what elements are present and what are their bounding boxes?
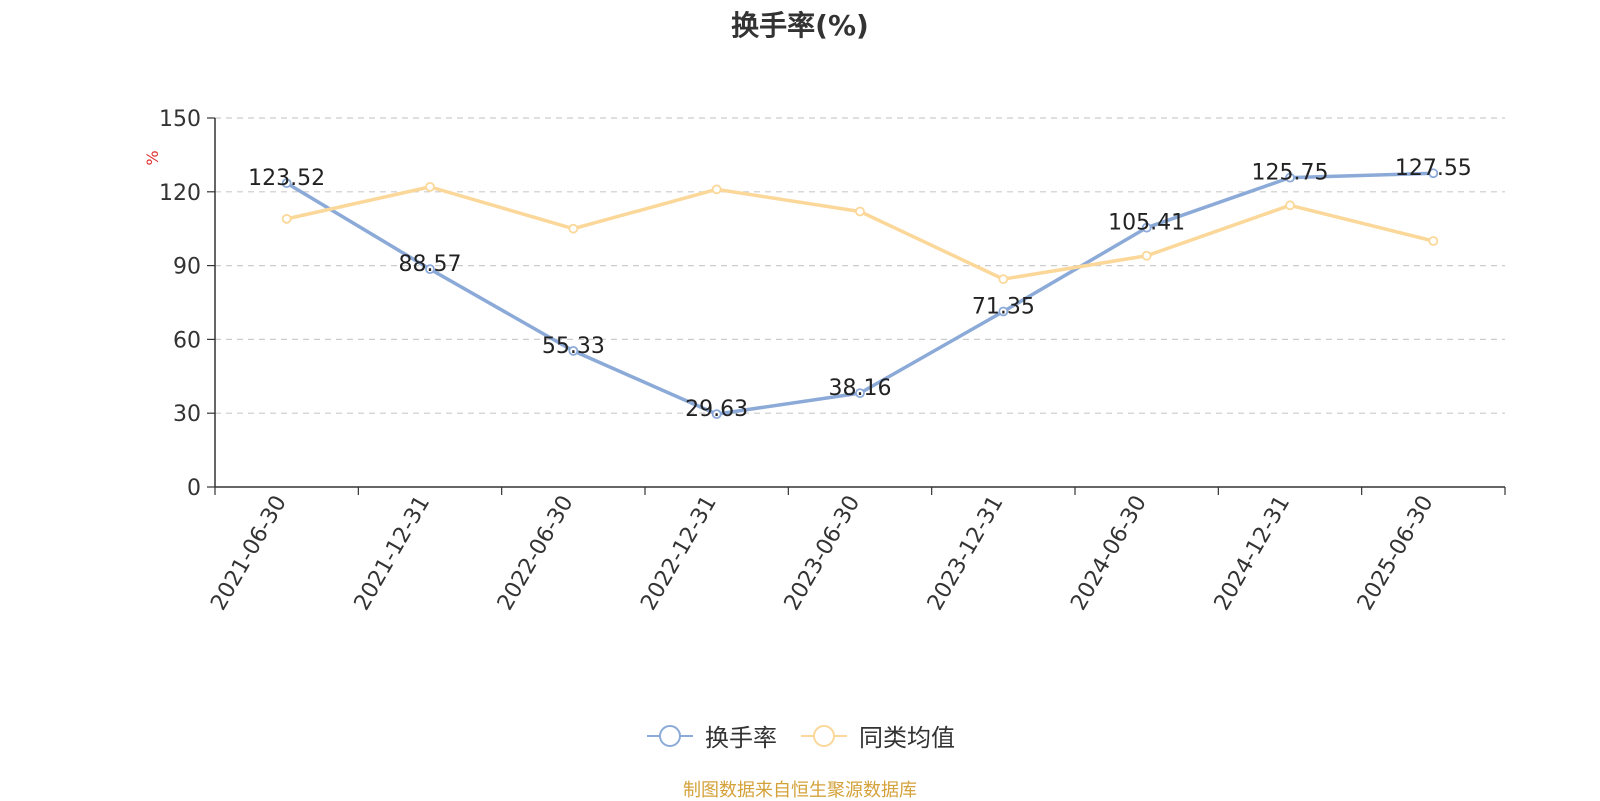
data-point xyxy=(1428,236,1439,246)
data-label: 88.57 xyxy=(399,252,462,277)
x-tick-label: 2021-12-31 xyxy=(350,492,436,615)
x-tick-label: 2023-06-30 xyxy=(780,492,866,615)
data-label: 127.55 xyxy=(1395,156,1472,181)
series-lines xyxy=(281,168,1439,420)
data-label: 105.41 xyxy=(1108,211,1185,236)
source-note: 制图数据来自恒生聚源数据库 xyxy=(683,780,917,801)
data-point xyxy=(425,181,435,192)
data-point xyxy=(855,388,865,399)
x-tick-label: 2024-12-31 xyxy=(1210,492,1296,615)
data-point xyxy=(1285,172,1295,183)
legend-item-turnover[interactable]: 换手率 xyxy=(645,718,777,753)
chart-title: 换手率(%) xyxy=(731,9,869,42)
legend-label-turnover: 换手率 xyxy=(705,724,777,752)
data-label: 29.63 xyxy=(685,397,748,422)
data-point xyxy=(855,206,865,217)
legend-label-peer-average: 同类均值 xyxy=(859,724,955,752)
data-point xyxy=(998,274,1009,285)
legend-line-circle-icon xyxy=(801,724,847,747)
y-tick-label: 120 xyxy=(159,181,201,206)
legend: 换手率 同类均值 xyxy=(0,718,1600,753)
data-label: 125.75 xyxy=(1252,161,1329,186)
data-point xyxy=(711,409,722,420)
data-label: 55.33 xyxy=(542,334,605,359)
y-tick-label: 90 xyxy=(173,255,201,280)
x-tick-label: 2024-06-30 xyxy=(1066,492,1152,615)
legend-item-peer-average[interactable]: 同类均值 xyxy=(799,718,955,753)
y-tick-label: 0 xyxy=(187,476,201,501)
data-point xyxy=(711,184,722,195)
x-tick-label: 2025-06-30 xyxy=(1353,492,1439,615)
data-labels: 123.52 88.57 55.33 29.63 38.16 71.35 105.41 125… xyxy=(248,156,1472,422)
data-point xyxy=(568,223,579,234)
data-label: 38.16 xyxy=(829,376,892,401)
data-point xyxy=(1285,200,1295,211)
x-tick-label: 2022-12-31 xyxy=(636,492,722,615)
y-tick-label: 60 xyxy=(173,328,201,353)
data-point xyxy=(281,178,292,189)
data-point xyxy=(1141,222,1152,233)
x-tick-label: 2022-06-30 xyxy=(493,492,579,615)
legend-line-circle-icon xyxy=(647,724,693,747)
data-point xyxy=(1141,250,1152,261)
x-tick-label: 2023-12-31 xyxy=(923,491,1009,614)
data-label: 71.35 xyxy=(972,294,1035,319)
y-tick-label: 150 xyxy=(159,107,201,132)
data-point xyxy=(281,213,292,224)
data-point xyxy=(425,264,435,275)
data-point xyxy=(568,345,579,356)
y-axis-label: % xyxy=(143,150,162,165)
data-point xyxy=(998,306,1009,317)
data-label: 123.52 xyxy=(248,166,325,191)
y-tick-label: 30 xyxy=(173,402,201,427)
x-tick-label: 2021-06-30 xyxy=(206,492,292,615)
data-point xyxy=(1428,168,1439,179)
